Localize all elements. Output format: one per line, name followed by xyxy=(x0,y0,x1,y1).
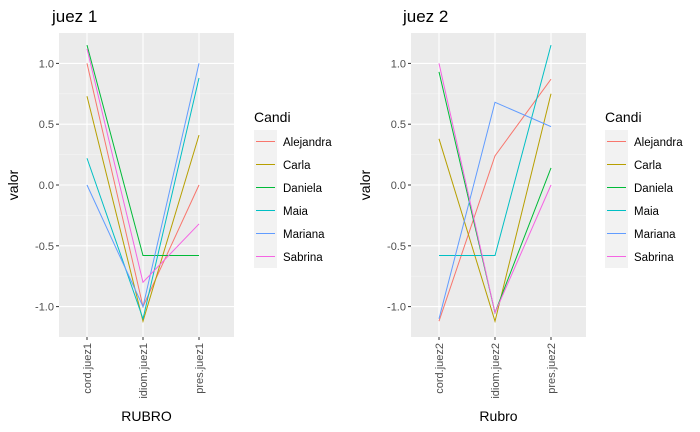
y-axis-label: valor xyxy=(357,169,373,200)
y-tick-label: 0.5 xyxy=(391,119,406,131)
y-tick-label: -1.0 xyxy=(35,302,54,314)
legend: Candi Alejandra Carla Daniela Maia Mariana Sab… xyxy=(605,109,683,268)
x-axis-label: Rubro xyxy=(479,408,517,424)
legend-label: Sabrina xyxy=(634,252,674,264)
legend-label: Sabrina xyxy=(283,252,323,264)
series-line-mariana xyxy=(86,63,200,309)
x-tick-label: cord.juez2 xyxy=(434,343,446,394)
chart-title: juez 1 xyxy=(51,7,97,26)
legend-label: Maia xyxy=(283,206,309,218)
series-line-carla xyxy=(438,93,552,324)
y-tick-label: -0.5 xyxy=(35,241,54,253)
legend-label: Maia xyxy=(634,206,660,218)
legend-title: Candi xyxy=(254,109,291,125)
x-tick-label: idiom.juez1 xyxy=(138,343,150,399)
series-line-daniela xyxy=(86,45,199,257)
y-tick-label: -1.0 xyxy=(387,302,406,314)
series-line-maia xyxy=(439,45,552,257)
x-tick-label: pres.juez1 xyxy=(194,343,206,394)
legend-label: Alejandra xyxy=(634,137,683,149)
y-tick-label: 0.0 xyxy=(391,180,406,192)
chart-title: juez 2 xyxy=(402,7,448,26)
series-line-alejandra xyxy=(438,78,552,322)
series-line-mariana xyxy=(438,101,552,319)
legend-label: Daniela xyxy=(634,183,674,195)
legend-label: Carla xyxy=(634,160,662,172)
y-tick-label: 0.0 xyxy=(39,180,54,192)
legend-label: Carla xyxy=(283,160,311,172)
chart-panel-2: juez 2 1.0 0.5 0.0 -0.5 -1.0 cord.juez2 idiom.j… xyxy=(357,7,683,424)
y-tick-label: 1.0 xyxy=(39,58,54,70)
x-tick-label: cord.juez1 xyxy=(82,343,94,394)
legend-label: Daniela xyxy=(283,183,323,195)
legend-label: Mariana xyxy=(283,229,325,241)
x-tick-label: pres.juez2 xyxy=(546,343,558,394)
series-line-sabrina xyxy=(86,48,200,284)
x-axis-label: RUBRO xyxy=(121,408,172,424)
y-tick-label: 0.5 xyxy=(39,119,54,131)
x-tick-label: idiom.juez2 xyxy=(490,343,502,399)
legend-label: Alejandra xyxy=(283,137,332,149)
y-axis-label: valor xyxy=(5,169,21,200)
legend: Candi Alejandra Carla Daniela Maia Mariana Sab… xyxy=(254,109,332,268)
y-tick-label: 1.0 xyxy=(391,58,406,70)
series-line-maia xyxy=(86,77,200,321)
legend-title: Candi xyxy=(605,109,642,125)
y-tick-label: -0.5 xyxy=(387,241,406,253)
chart-panel-1: juez 1 1.0 0.5 0.0 -0.5 -1.0 cord.juez1 idiom.j… xyxy=(5,7,332,424)
series-line-carla xyxy=(86,96,200,324)
legend-label: Mariana xyxy=(634,229,676,241)
series-line-sabrina xyxy=(438,63,552,315)
